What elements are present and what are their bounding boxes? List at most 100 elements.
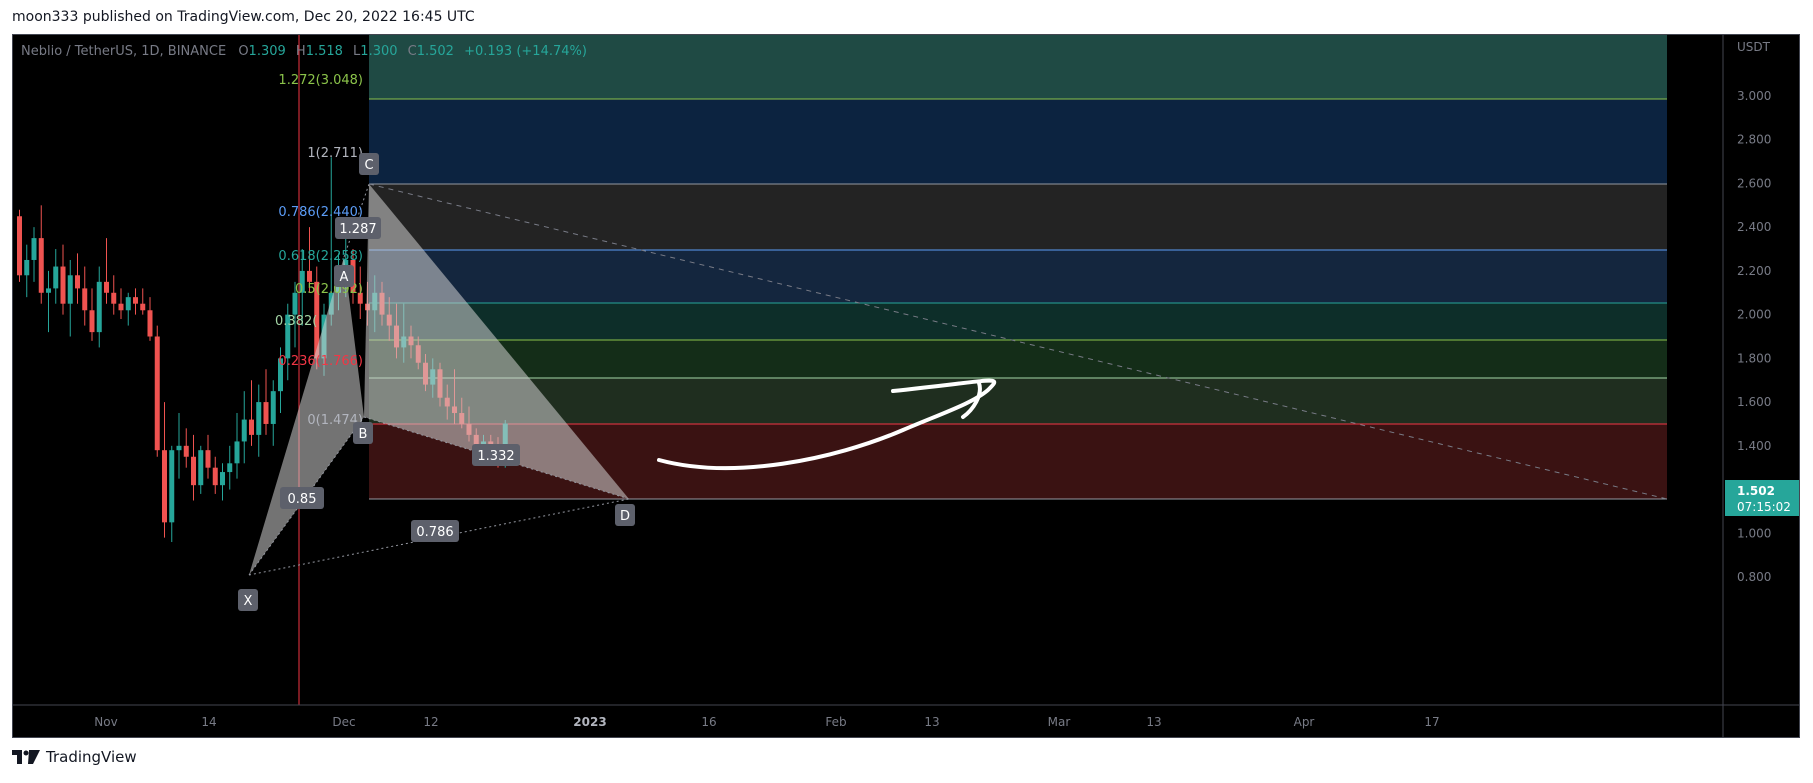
candle-body xyxy=(38,238,44,293)
candle-body xyxy=(17,216,22,276)
candle-body xyxy=(234,441,240,464)
price-axis[interactable]: USDT 3.000 2.800 2.600 2.400 2.200 2.000 1.800… xyxy=(1722,35,1799,705)
candle-body xyxy=(176,445,182,451)
candle-body xyxy=(278,358,283,392)
candle-body xyxy=(212,467,218,486)
price-tick-label: 2.400 xyxy=(1737,220,1771,234)
last-price-badge xyxy=(1725,480,1799,516)
time-tick-label: Feb xyxy=(825,715,846,729)
candlestick-chart[interactable]: 1.272(3.048) 1(2.711) 0.786(2.440) 0.618… xyxy=(13,35,1799,737)
time-tick-label: 12 xyxy=(423,715,438,729)
high-value: 1.518 xyxy=(306,44,343,59)
candle-body xyxy=(249,419,254,435)
c-to-d-dashed-trend xyxy=(368,183,1668,500)
tradingview-logo-icon xyxy=(12,750,40,764)
ratio-bc-label: 1.332 xyxy=(477,449,514,464)
hand-drawn-up-arrow xyxy=(657,378,997,470)
time-tick-label: Nov xyxy=(94,715,117,729)
candle-body xyxy=(307,270,312,282)
point-a-label: A xyxy=(340,270,349,285)
candle-body xyxy=(46,288,51,293)
price-tick-label: 0.800 xyxy=(1737,570,1771,584)
candle-body xyxy=(270,391,276,424)
pattern-triangle-xab xyxy=(249,257,364,575)
close-value: 1.502 xyxy=(417,44,454,59)
price-tick-label: 2.800 xyxy=(1737,133,1771,147)
candle-body xyxy=(118,303,124,311)
point-b-label: B xyxy=(359,427,368,442)
point-x-label: X xyxy=(244,594,253,609)
candle-body xyxy=(227,463,233,473)
ohlc-legend: Neblio / TetherUS, 1D, BINANCE O1.309 H1… xyxy=(21,44,587,59)
fib-labels: 1.272(3.048) 1(2.711) 0.786(2.440) 0.618… xyxy=(275,73,363,428)
candle-body xyxy=(111,292,117,304)
fib-label-0236: 0.236(1.766) xyxy=(278,354,363,369)
candle-body xyxy=(314,281,320,359)
fib-zone-0382 xyxy=(369,340,1667,378)
price-tick-label: 1.600 xyxy=(1737,395,1771,409)
price-tick-label: 3.000 xyxy=(1737,89,1771,103)
candle-body xyxy=(133,297,138,304)
fib-zone-1272 xyxy=(369,35,1667,99)
published-by-line: moon333 published on TradingView.com, De… xyxy=(12,9,475,25)
pattern-bd-dotted xyxy=(363,416,630,500)
point-c-label: C xyxy=(364,158,373,173)
fib-label-0: 0(1.474) xyxy=(307,413,363,428)
fib-label-1272: 1.272(3.048) xyxy=(278,73,363,88)
time-tick-label: 16 xyxy=(701,715,716,729)
candle-body xyxy=(96,281,102,333)
time-axis[interactable]: Nov 14 Dec 12 2023 16 Feb 13 Mar 13 Apr 17 xyxy=(13,704,1799,737)
price-tick-label: 1.400 xyxy=(1737,439,1771,453)
ratio-ab-label: 1.287 xyxy=(339,222,376,237)
svg-text:Neblio / TetherUS, 1D, BINANCE: Neblio / TetherUS, 1D, BINANCE O1.309 H1… xyxy=(21,44,587,59)
candle-body xyxy=(31,238,37,260)
candle-body xyxy=(299,270,305,293)
fib-label-0618: 0.618(2.258) xyxy=(278,249,363,264)
ratio-xd-label: 0.786 xyxy=(416,525,453,540)
candle-body xyxy=(256,402,262,435)
fib-label-1: 1(2.711) xyxy=(307,146,363,161)
bar-countdown: 07:15:02 xyxy=(1737,500,1791,514)
time-tick-label: Dec xyxy=(332,715,355,729)
candle-body xyxy=(89,310,95,333)
fib-label-0382: 0.382( xyxy=(275,314,317,329)
time-tick-label: Mar xyxy=(1048,715,1071,729)
candle-body xyxy=(147,310,153,337)
price-tick-label: 1.000 xyxy=(1737,526,1771,540)
candle-body xyxy=(263,402,269,424)
last-price-value: 1.502 xyxy=(1737,484,1775,498)
low-value: 1.300 xyxy=(360,44,397,59)
change-value: +0.193 (+14.74%) xyxy=(464,44,587,59)
candle-body xyxy=(24,259,30,276)
fib-zones xyxy=(369,35,1667,500)
candle-body xyxy=(125,297,131,311)
candle-body xyxy=(191,456,196,486)
candle-body xyxy=(292,292,298,315)
time-tick-label: 13 xyxy=(1146,715,1161,729)
candle-body xyxy=(162,450,167,523)
candle-body xyxy=(154,336,160,451)
candle-body xyxy=(285,314,291,359)
ratio-xb-label: 0.85 xyxy=(288,492,317,507)
candle-body xyxy=(82,288,88,311)
fib-zone-05 xyxy=(369,303,1667,340)
price-tick-label: 2.200 xyxy=(1737,264,1771,278)
candle-body xyxy=(169,450,175,523)
footer-branding[interactable]: TradingView xyxy=(12,748,137,766)
pattern-triangle-bcd xyxy=(364,184,629,499)
xabcd-pattern xyxy=(248,183,1668,576)
candle-body xyxy=(357,292,363,304)
candle-body xyxy=(75,275,80,289)
time-tick-label: 2023 xyxy=(573,715,606,729)
chart-panel[interactable]: 1.272(3.048) 1(2.711) 0.786(2.440) 0.618… xyxy=(12,34,1800,738)
fib-zone-1 xyxy=(369,99,1667,184)
candle-body xyxy=(241,419,247,442)
candle-body xyxy=(220,472,225,486)
price-axis-unit: USDT xyxy=(1737,40,1771,54)
price-tick-label: 2.000 xyxy=(1737,308,1771,322)
fib-zone-0786 xyxy=(369,184,1667,250)
time-tick-label: 14 xyxy=(201,715,216,729)
tradingview-brand-text: TradingView xyxy=(46,748,137,766)
candle-body xyxy=(205,450,211,468)
fib-label-0786: 0.786(2.440) xyxy=(278,205,363,220)
